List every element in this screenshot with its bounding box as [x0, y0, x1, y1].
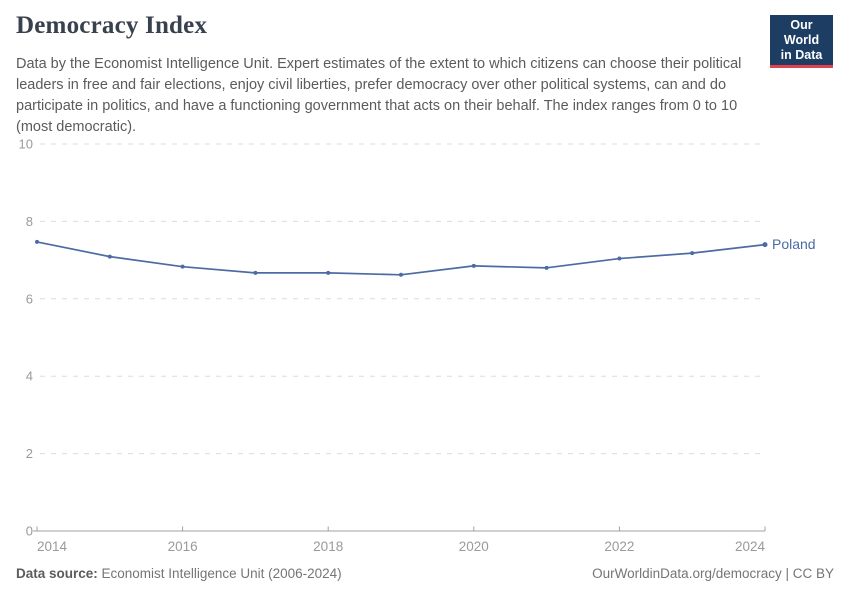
data-point-poland-2021[interactable]	[544, 265, 549, 270]
x-axis-tick-label-2014: 2014	[37, 539, 68, 554]
x-axis-tick-label-2020: 2020	[459, 539, 489, 554]
series-label-poland[interactable]: Poland	[772, 236, 816, 252]
data-point-poland-2015[interactable]	[107, 254, 112, 259]
x-axis-tick-label-2024: 2024	[735, 539, 766, 554]
chart-subtitle: Data by the Economist Intelligence Unit.…	[16, 56, 742, 135]
license-link[interactable]: OurWorldinData.org/democracy | CC BY	[592, 566, 834, 581]
data-point-poland-2016[interactable]	[180, 264, 185, 269]
x-axis-tick-label-2022: 2022	[604, 539, 634, 554]
owid-logo-line1: Our World	[783, 18, 820, 47]
data-point-poland-2014[interactable]	[35, 239, 39, 244]
x-axis-tick-label-2018: 2018	[313, 539, 343, 554]
owid-logo[interactable]: Our World in Data	[770, 15, 833, 68]
data-source-value: Economist Intelligence Unit (2006-2024)	[97, 566, 342, 581]
y-axis-tick-label-8: 8	[26, 214, 33, 229]
y-axis-tick-label-4: 4	[26, 369, 33, 384]
y-axis-tick-label-2: 2	[26, 446, 33, 461]
data-point-poland-2020[interactable]	[471, 263, 476, 268]
data-source-label: Data source:	[16, 566, 98, 581]
data-point-poland-2024[interactable]	[762, 242, 768, 248]
data-point-poland-2017[interactable]	[253, 270, 258, 275]
x-axis-tick-label-2016: 2016	[168, 539, 198, 554]
data-point-poland-2022[interactable]	[617, 256, 622, 261]
y-axis-tick-label-6: 6	[26, 291, 33, 306]
series-line-poland	[36, 241, 766, 276]
chart-footer: Data source: Economist Intelligence Unit…	[16, 566, 834, 581]
y-axis-tick-label-0: 0	[26, 524, 33, 539]
page-title: Democracy Index	[16, 12, 208, 39]
data-point-poland-2018[interactable]	[326, 270, 331, 275]
owid-logo-line2: in Data	[780, 48, 823, 62]
data-source-note: Data source: Economist Intelligence Unit…	[16, 566, 342, 581]
data-point-poland-2019[interactable]	[399, 272, 403, 277]
y-axis-tick-label-10: 10	[19, 137, 33, 152]
data-point-poland-2023[interactable]	[690, 251, 695, 256]
